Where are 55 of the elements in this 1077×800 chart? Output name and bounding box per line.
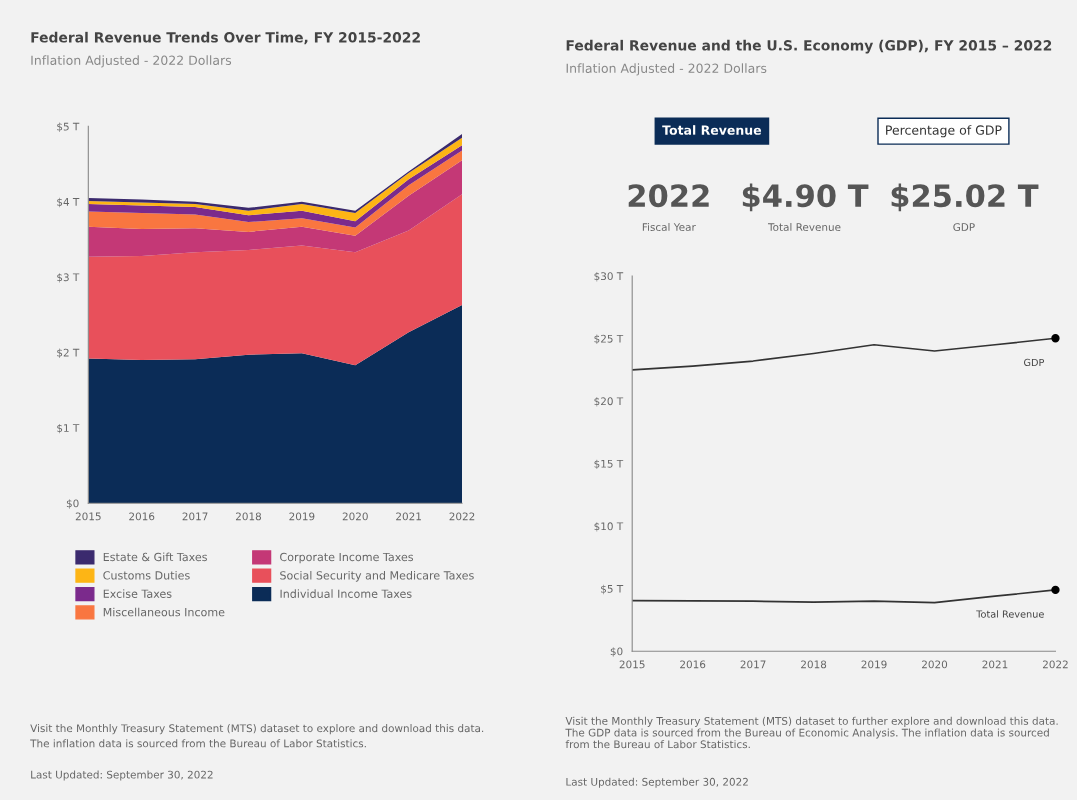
y-tick-label: $15 T bbox=[594, 459, 624, 470]
text: Last Updated: September 30, 2022 bbox=[31, 770, 213, 781]
x-tick-label: 2018 bbox=[235, 512, 262, 521]
chart-title: Federal Revenue and the U.S. Economy (GDP), FY 2015 – 2022 bbox=[566, 39, 1052, 54]
x-tick-label: 2019 bbox=[289, 512, 315, 521]
legend-label: Corporate Income Taxes bbox=[280, 552, 414, 564]
x-tick-label: 2019 bbox=[861, 660, 887, 669]
x-tick-label: 2017 bbox=[182, 512, 208, 521]
text: $4.90 T bbox=[742, 183, 869, 212]
text: Total Revenue bbox=[767, 222, 841, 232]
x-tick-label: 2016 bbox=[129, 512, 155, 521]
legend-label: Customs Duties bbox=[103, 570, 190, 580]
legend-label: Social Security and Medicare Taxes bbox=[280, 570, 474, 582]
legend-label: Excise Taxes bbox=[103, 589, 172, 598]
x-tick-label: 2021 bbox=[982, 660, 1008, 669]
y-tick-label: $25 T bbox=[594, 334, 624, 345]
chart-title: Federal Revenue Trends Over Time, FY 2015-2022 bbox=[31, 31, 420, 45]
y-tick-label: $5 T bbox=[57, 122, 80, 132]
y-tick-label: $3 T bbox=[57, 273, 80, 283]
text: GDP bbox=[953, 223, 975, 232]
x-tick-label: 2017 bbox=[740, 660, 766, 669]
y-tick-label: $30 T bbox=[594, 272, 624, 282]
text: 2022 bbox=[628, 184, 709, 208]
text: Percentage of GDP bbox=[886, 125, 1002, 138]
text: Visit the Monthly Treasury Statement (MTS) dataset to explore and download this data. bbox=[30, 724, 484, 735]
legend-label: Individual Income Taxes bbox=[280, 589, 412, 598]
x-tick-label: 2022 bbox=[449, 512, 475, 521]
text: Last Updated: September 30, 2022 bbox=[566, 777, 748, 788]
text: $25.02 T bbox=[891, 183, 1039, 212]
x-tick-label: 2020 bbox=[342, 512, 368, 521]
legend-label: Miscellaneous Income bbox=[103, 607, 225, 617]
y-tick-label: $4 T bbox=[57, 197, 80, 208]
x-tick-label: 2015 bbox=[75, 512, 101, 521]
text: The inflation data is sourced from the Bureau of Labor Statistics. bbox=[30, 739, 366, 748]
series-label: Total Revenue bbox=[976, 610, 1044, 618]
chart-subtitle: Inflation Adjusted - 2022 Dollars bbox=[31, 55, 232, 68]
legend-label: Estate & Gift Taxes bbox=[103, 552, 207, 562]
text: Fiscal Year bbox=[642, 222, 696, 232]
text: Total Revenue bbox=[662, 125, 762, 135]
text: Visit the Monthly Treasury Statement (MTS) dataset to further explore and download this data. The GDP data is sourced from the Bureau of Economic Analysis. The inflation data is sourced from the Bureau of Labor Statistics. bbox=[565, 716, 1058, 749]
y-tick-label: $5 T bbox=[601, 584, 624, 595]
y-tick-label: $20 T bbox=[594, 397, 624, 407]
x-tick-label: 2015 bbox=[619, 660, 645, 669]
y-tick-label: $2 T bbox=[57, 348, 80, 358]
x-tick-label: 2021 bbox=[396, 512, 421, 521]
y-tick-label: $1 T bbox=[57, 423, 80, 434]
y-tick-label: $0 bbox=[610, 647, 623, 657]
y-tick-label: $0 bbox=[66, 499, 79, 509]
x-tick-label: 2020 bbox=[922, 660, 948, 669]
x-tick-label: 2016 bbox=[680, 660, 706, 669]
chart-subtitle: Inflation Adjusted - 2022 Dollars bbox=[566, 63, 767, 76]
x-tick-label: 2022 bbox=[1042, 660, 1068, 669]
series-label: GDP bbox=[1024, 358, 1045, 367]
x-tick-label: 2018 bbox=[801, 660, 827, 669]
y-tick-label: $10 T bbox=[594, 522, 624, 532]
